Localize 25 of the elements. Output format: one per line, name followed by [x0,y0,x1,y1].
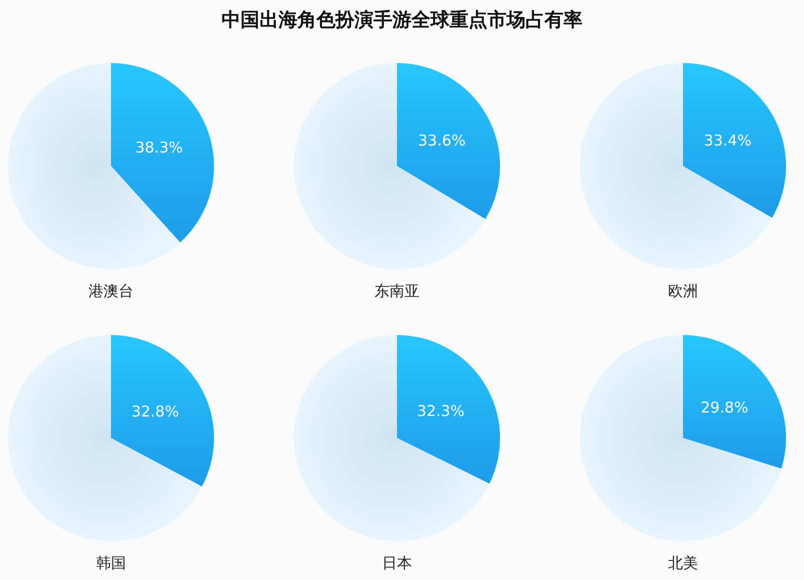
data-label: 32.3% [416,402,465,420]
text: 港澳台 [88,282,134,300]
pie-slice [8,335,202,541]
pie-slice [8,63,180,269]
data-label: 33.6% [418,132,466,150]
pie-slice [580,335,782,541]
text: 日本 [382,554,412,572]
pie-slice [294,63,486,269]
pie-slice [111,335,214,486]
text: 韩国 [96,554,126,572]
data-label: 33.4% [704,131,752,150]
pie-slice [397,63,500,219]
pie-slice [397,335,500,484]
text: 欧洲 [668,282,698,300]
text: 东南亚 [374,282,420,300]
text: 北美 [668,554,698,572]
pie-slice [111,63,214,242]
pie-slice [294,335,490,541]
text: 中国出海角色扮演手游全球重点市场占有率 [222,9,582,31]
data-label: 38.3% [135,138,183,156]
pie-slice [580,63,772,269]
pie-slice [683,335,786,469]
data-label: 32.8% [131,402,179,421]
data-label: 29.8% [700,398,748,416]
pie-slice [683,63,786,218]
